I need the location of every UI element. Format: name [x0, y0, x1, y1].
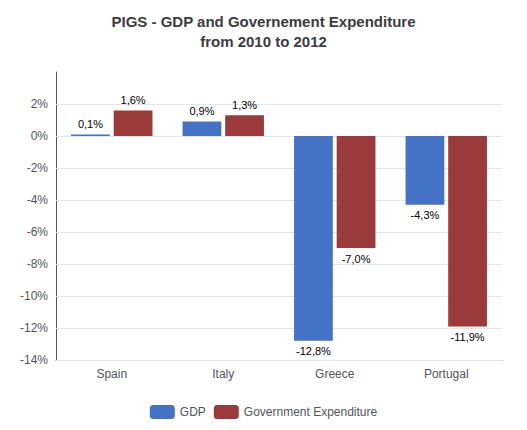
svg-text:Italy: Italy [212, 367, 234, 381]
svg-text:Government Expenditure: Government Expenditure [244, 405, 378, 419]
svg-text:-10%: -10% [20, 289, 48, 303]
svg-text:-8%: -8% [27, 257, 49, 271]
svg-text:0,1%: 0,1% [78, 118, 103, 130]
svg-text:from 2010 to 2012: from 2010 to 2012 [200, 33, 327, 50]
svg-text:-12,8%: -12,8% [296, 345, 331, 357]
svg-text:-11,9%: -11,9% [451, 331, 485, 343]
svg-text:-4%: -4% [27, 193, 49, 207]
svg-text:Spain: Spain [96, 367, 127, 381]
svg-text:0%: 0% [31, 129, 49, 143]
svg-text:PIGS - GDP and Governement Exp: PIGS - GDP and Governement Expenditure [112, 13, 416, 30]
svg-text:-14%: -14% [20, 353, 48, 367]
svg-text:-7,0%: -7,0% [342, 253, 371, 265]
svg-text:0,9%: 0,9% [189, 105, 214, 117]
svg-text:2%: 2% [31, 97, 49, 111]
svg-text:GDP: GDP [180, 405, 206, 419]
svg-text:Portugal: Portugal [424, 367, 469, 381]
svg-text:Greece: Greece [315, 367, 355, 381]
svg-text:-2%: -2% [27, 161, 49, 175]
svg-text:-4,3%: -4,3% [411, 209, 440, 221]
svg-text:-12%: -12% [20, 321, 48, 335]
svg-text:-6%: -6% [27, 225, 49, 239]
svg-text:1,6%: 1,6% [121, 94, 146, 106]
svg-text:1,3%: 1,3% [232, 99, 257, 111]
